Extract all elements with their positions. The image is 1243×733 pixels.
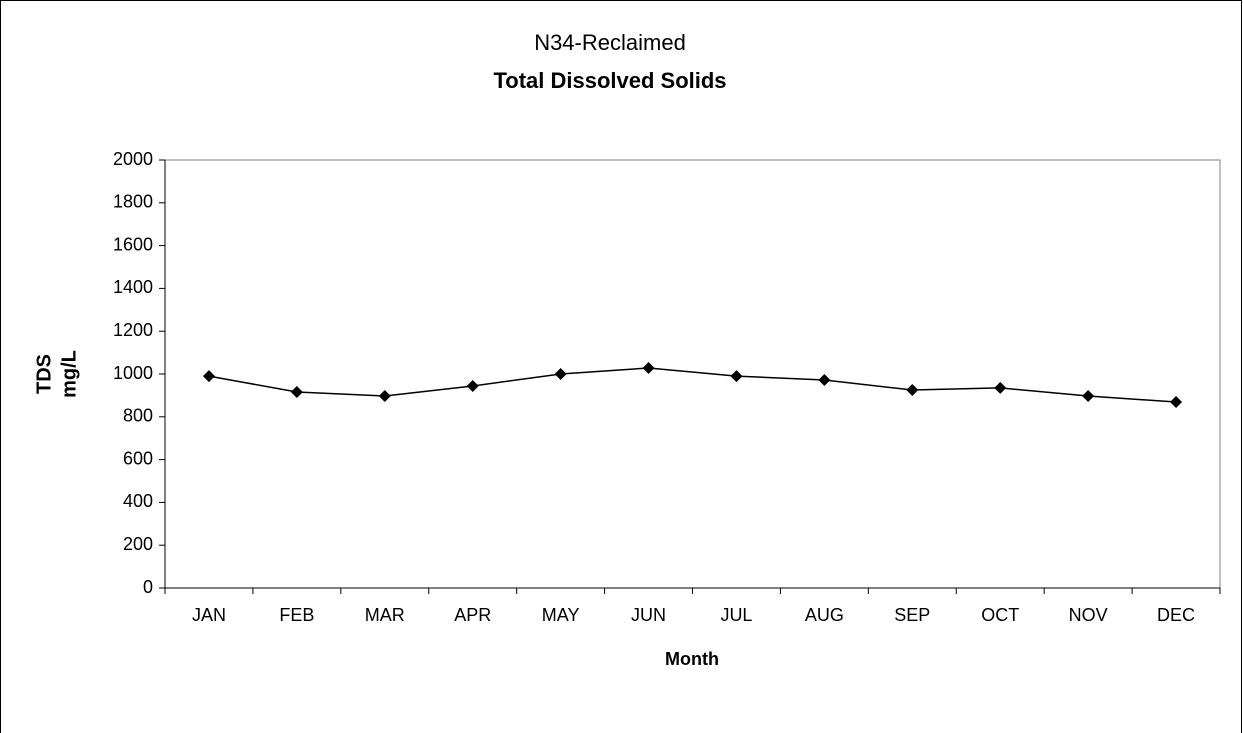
x-tick-label: MAR [365, 605, 405, 625]
data-point [1082, 390, 1095, 403]
chart-subtitle: Total Dissolved Solids [493, 68, 726, 93]
data-point [642, 362, 655, 375]
data-point [906, 384, 919, 397]
x-tick-label: APR [454, 605, 491, 625]
data-point [202, 370, 215, 383]
y-tick-label: 400 [123, 491, 153, 511]
y-tick-label: 200 [123, 534, 153, 554]
data-point [730, 370, 743, 383]
x-tick-label: NOV [1069, 605, 1108, 625]
y-tick-label: 800 [123, 406, 153, 426]
data-point [290, 385, 303, 398]
y-tick-label: 1800 [113, 192, 153, 212]
data-point [1170, 396, 1183, 409]
y-tick-label: 2000 [113, 149, 153, 169]
data-point [378, 390, 391, 403]
x-tick-label: FEB [279, 605, 314, 625]
y-tick-label: 1000 [113, 363, 153, 383]
y-tick-label: 1400 [113, 277, 153, 297]
x-tick-label: JAN [192, 605, 226, 625]
x-tick-label: MAY [542, 605, 580, 625]
y-tick-label: 0 [143, 577, 153, 597]
data-point [818, 373, 831, 386]
x-tick-label: OCT [981, 605, 1019, 625]
chart-title: N34-Reclaimed [534, 30, 686, 55]
x-tick-label: AUG [805, 605, 844, 625]
x-tick-label: JUL [720, 605, 752, 625]
data-point [994, 381, 1007, 394]
data-point [554, 368, 567, 380]
y-tick-label: 1600 [113, 234, 153, 254]
y-tick-label: 600 [123, 448, 153, 468]
y-axis-label: mg/L [58, 350, 80, 398]
x-tick-label: DEC [1157, 605, 1195, 625]
x-tick-label: SEP [894, 605, 930, 625]
y-tick-label: 1200 [113, 320, 153, 340]
data-point [466, 379, 479, 392]
y-axis-label: TDS [33, 354, 55, 394]
data-line [208, 367, 1177, 403]
x-tick-label: JUN [631, 605, 666, 625]
x-axis-label: Month [665, 649, 719, 669]
